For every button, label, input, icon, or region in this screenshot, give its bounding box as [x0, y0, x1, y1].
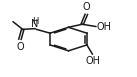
Text: OH: OH	[85, 56, 101, 66]
Text: O: O	[82, 2, 90, 12]
Text: O: O	[16, 42, 24, 52]
Text: H: H	[32, 17, 38, 26]
Text: N: N	[31, 19, 39, 29]
Text: OH: OH	[97, 22, 112, 31]
